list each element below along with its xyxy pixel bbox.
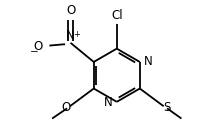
Text: S: S: [163, 101, 170, 114]
Text: N: N: [144, 55, 152, 68]
Text: O: O: [66, 4, 75, 17]
Text: +: +: [73, 30, 80, 39]
Text: Cl: Cl: [111, 9, 123, 22]
Text: N: N: [66, 29, 75, 42]
Text: −: −: [30, 47, 39, 57]
Text: N: N: [104, 96, 113, 109]
Text: O: O: [33, 40, 43, 53]
Text: O: O: [61, 101, 71, 114]
